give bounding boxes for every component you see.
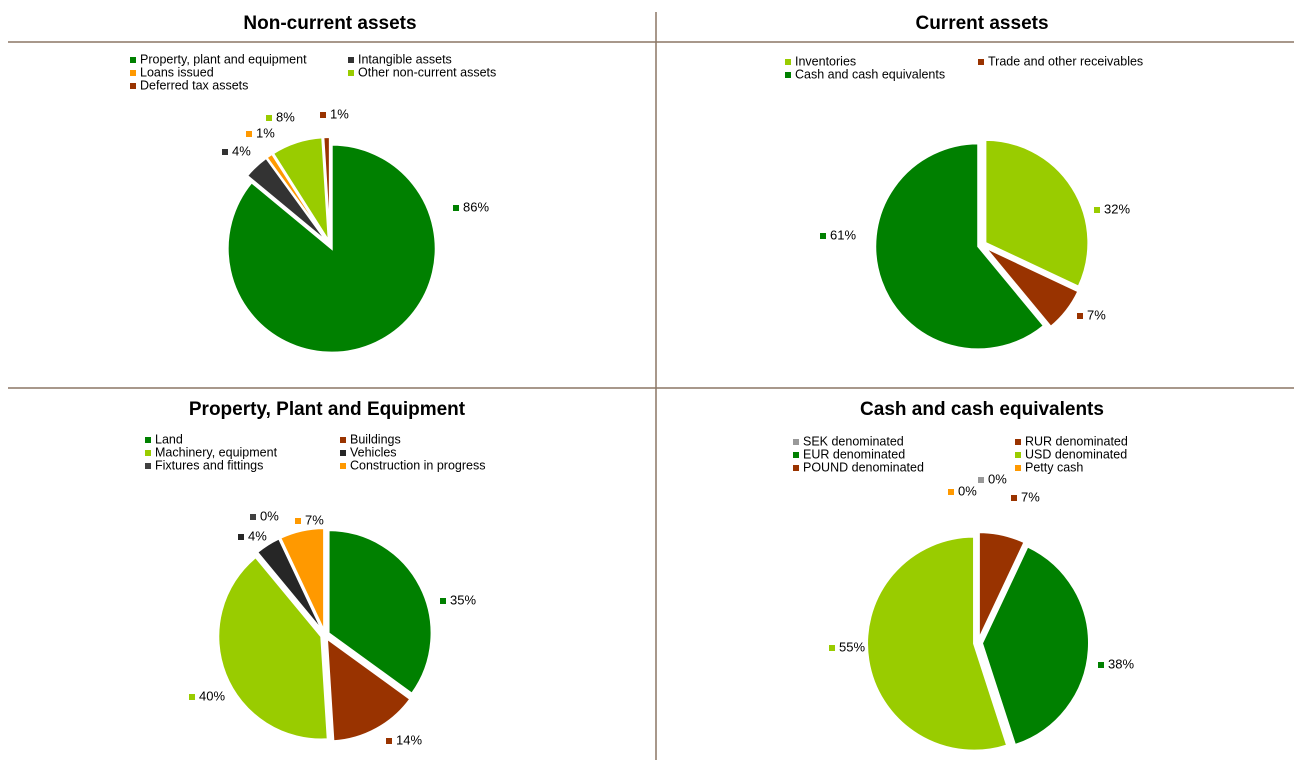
- chart-title: Non-current assets: [243, 13, 416, 34]
- data-label: 4%: [232, 143, 251, 158]
- pie-slice: [327, 529, 433, 696]
- legend-label: POUND denominated: [803, 460, 924, 474]
- legend-swatch: [130, 57, 136, 63]
- legend-label: SEK denominated: [803, 434, 904, 448]
- legend-swatch: [130, 83, 136, 89]
- legend-label: Property, plant and equipment: [140, 52, 307, 66]
- legend-label: USD denominated: [1025, 447, 1127, 461]
- data-label: 55%: [839, 639, 865, 654]
- data-label: 7%: [1087, 307, 1106, 322]
- label-swatch: [386, 738, 392, 744]
- data-label: 61%: [830, 227, 856, 242]
- legend-swatch: [340, 463, 346, 469]
- label-swatch: [238, 534, 244, 540]
- data-label: 0%: [260, 508, 279, 523]
- legend-label: Deferred tax assets: [140, 78, 248, 92]
- label-swatch: [829, 645, 835, 651]
- data-label: 86%: [463, 199, 489, 214]
- data-label: 40%: [199, 688, 225, 703]
- data-label: 7%: [1021, 489, 1040, 504]
- legend-swatch: [1015, 465, 1021, 471]
- label-swatch: [1011, 495, 1017, 501]
- label-swatch: [266, 115, 272, 121]
- legend-label: Petty cash: [1025, 460, 1083, 474]
- label-swatch: [820, 233, 826, 239]
- data-label: 14%: [396, 732, 422, 747]
- data-label: 1%: [330, 106, 349, 121]
- legend-swatch: [785, 72, 791, 78]
- label-swatch: [189, 694, 195, 700]
- pie-slice: [866, 535, 1009, 752]
- pie-slice: [325, 636, 412, 743]
- legend-swatch: [340, 450, 346, 456]
- pie-slice: [980, 545, 1090, 747]
- legend-swatch: [793, 465, 799, 471]
- label-swatch: [1077, 313, 1083, 319]
- chart-title: Current assets: [915, 13, 1048, 34]
- legend-swatch: [145, 450, 151, 456]
- legend-label: Loans issued: [140, 65, 214, 79]
- chart-title: Property, Plant and Equipment: [189, 399, 466, 420]
- pie-slice: [217, 555, 329, 741]
- label-swatch: [978, 477, 984, 483]
- data-label: 8%: [276, 109, 295, 124]
- pie-slice: [278, 527, 326, 632]
- pie-slice: [322, 136, 331, 242]
- legend-swatch: [145, 463, 151, 469]
- legend-label: Intangible assets: [358, 52, 452, 66]
- data-label: 0%: [958, 483, 977, 498]
- legend-swatch: [978, 59, 984, 65]
- pie-slice: [984, 246, 1080, 329]
- legend-label: Construction in progress: [350, 458, 485, 472]
- label-swatch: [320, 112, 326, 118]
- legend-swatch: [1015, 439, 1021, 445]
- label-swatch: [440, 598, 446, 604]
- legend-label: Inventories: [795, 54, 856, 68]
- data-label: 32%: [1104, 201, 1130, 216]
- pie-slice: [265, 152, 329, 243]
- chart-title: Cash and cash equivalents: [860, 399, 1104, 420]
- label-swatch: [246, 131, 252, 137]
- legend-label: Land: [155, 432, 183, 446]
- legend-swatch: [145, 437, 151, 443]
- legend-swatch: [793, 439, 799, 445]
- legend-swatch: [793, 452, 799, 458]
- pie-slice: [271, 136, 330, 242]
- legend-swatch: [785, 59, 791, 65]
- label-swatch: [1098, 662, 1104, 668]
- label-swatch: [295, 518, 301, 524]
- legend-label: Fixtures and fittings: [155, 458, 263, 472]
- legend-swatch: [340, 437, 346, 443]
- label-swatch: [948, 489, 954, 495]
- legend-label: Buildings: [350, 432, 401, 446]
- label-swatch: [222, 149, 228, 155]
- data-label: 1%: [256, 125, 275, 140]
- legend-swatch: [130, 70, 136, 76]
- label-swatch: [1094, 207, 1100, 213]
- pie-slice: [984, 138, 1090, 289]
- label-swatch: [453, 205, 459, 211]
- legend-swatch: [1015, 452, 1021, 458]
- data-label: 0%: [988, 471, 1007, 486]
- data-label: 7%: [305, 512, 324, 527]
- data-label: 35%: [450, 592, 476, 607]
- data-label: 4%: [248, 528, 267, 543]
- data-label: 38%: [1108, 656, 1134, 671]
- legend-label: Vehicles: [350, 445, 397, 459]
- legend-swatch: [348, 70, 354, 76]
- pie-slice: [226, 143, 437, 354]
- label-swatch: [250, 514, 256, 520]
- legend-label: Machinery, equipment: [155, 445, 278, 459]
- legend-label: Other non-current assets: [358, 65, 496, 79]
- legend-label: RUR denominated: [1025, 434, 1128, 448]
- pie-slice: [874, 142, 1046, 351]
- legend-label: Cash and cash equivalents: [795, 67, 945, 81]
- legend-swatch: [348, 57, 354, 63]
- legend-label: EUR denominated: [803, 447, 905, 461]
- legend-label: Trade and other receivables: [988, 54, 1143, 68]
